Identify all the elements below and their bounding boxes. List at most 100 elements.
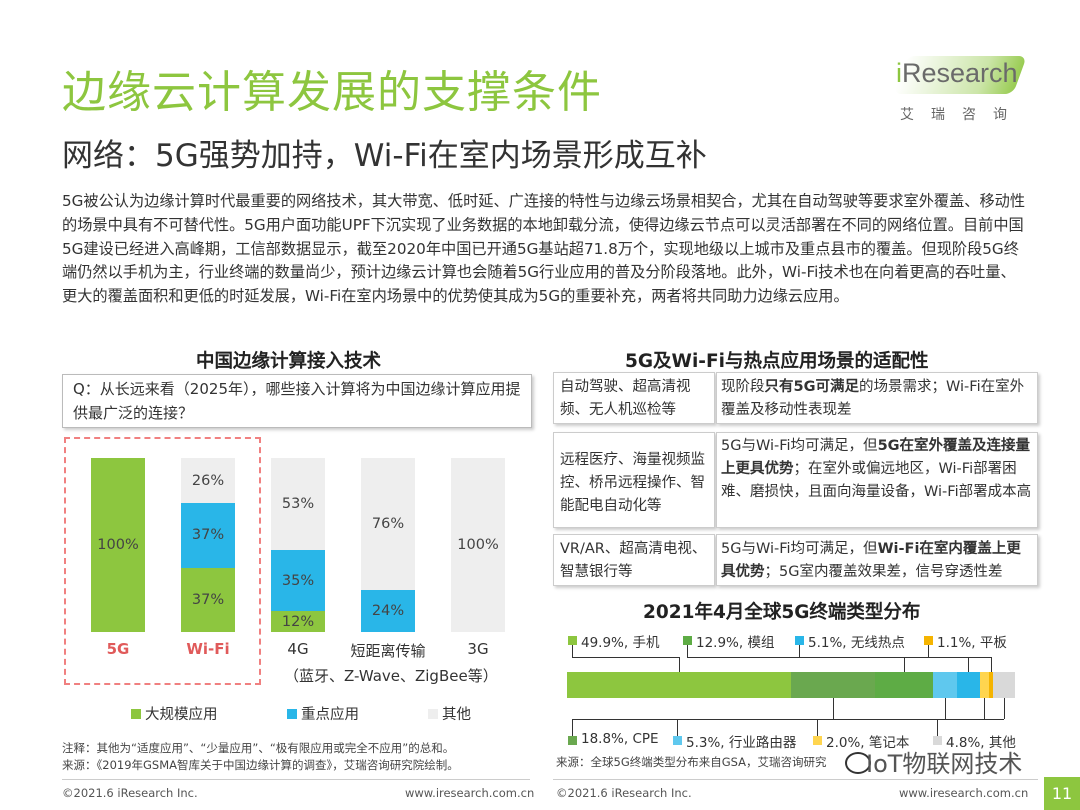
legend-label-large: 大规模应用 [145, 707, 218, 723]
dist-legend-swatch-CPE [568, 736, 577, 745]
dist-leader-v-手机 [678, 657, 680, 672]
category-sublabel-4g: （蓝牙、Z-Wave、ZigBee等） [284, 667, 498, 685]
category-label-1: Wi-Fi [186, 640, 230, 658]
logo-research: Research [902, 58, 1018, 88]
scenario-box-1 [553, 372, 715, 424]
dist-leader-v-行业路由器 [944, 698, 946, 719]
dist-leader-v-笔记本 [984, 698, 986, 719]
adaptability-box-2 [716, 432, 1038, 528]
dist-leader-v-无线热点 [968, 657, 970, 672]
dist-segment-无线热点 [956, 672, 980, 698]
bar-1-大规模应用: 37% [181, 567, 235, 632]
logo-chinese: 艾瑞咨询 [900, 107, 1024, 123]
adapt-1-post: 的场景需求；Wi-Fi在室外覆盖及移动性表现差 [721, 379, 1025, 418]
dist-leader-v-模组 [904, 657, 905, 672]
dist-segment-CPE [790, 672, 876, 698]
dist-leader-手机 [572, 645, 573, 657]
dist-segment-平板 [988, 672, 994, 698]
highlight-dashed-box [64, 437, 261, 685]
dist-label-平板: 1.1%, 平板 [937, 635, 1007, 651]
source-line: 来源：《2019年GSMA智库关于中国边缘计算的调查》，艾瑞咨询研究院绘制。 [62, 758, 459, 772]
scenario-text-3: VR/AR、超高清电视、智慧银行等 [560, 541, 707, 580]
dist-legend-swatch-无线热点 [795, 636, 804, 645]
adapt-3-pre: 5G与Wi-Fi均可满足，但 [721, 541, 878, 557]
page-number: 11 [1044, 777, 1080, 810]
dist-leader-h-平板 [928, 657, 991, 658]
iresearch-logo: iResearch [896, 58, 1018, 89]
page-title: 边缘云计算发展的支撑条件 [62, 67, 602, 118]
dist-label-CPE: 18.8%, CPE [581, 731, 659, 747]
bar-0-大规模应用: 100% [91, 458, 145, 632]
dist-leader-h-其他 [937, 719, 1005, 720]
right-section-title: 5G及Wi-Fi与热点应用场景的适配性 [625, 351, 929, 372]
dist-leader-h-模组 [687, 657, 904, 658]
terminal-distribution-chart: 49.9%, 手机 12.9%, 模组 5.1%, 无线热点 1.1%, 平板 18.8… [567, 635, 1016, 751]
dist-legend-swatch-模组 [683, 636, 692, 645]
dist-leader-h-笔记本 [817, 719, 985, 720]
dist-label-模组: 12.9%, 模组 [696, 635, 775, 651]
dist-label-笔记本: 2.0%, 笔记本 [826, 735, 910, 751]
legend-label-key: 重点应用 [301, 707, 359, 723]
category-label-0: 5G [106, 640, 130, 658]
footer-copyright-left: ©2021.6 iResearch Inc. [62, 786, 198, 800]
dist-leader-笔记本 [817, 719, 818, 736]
dist-leader-CPE [572, 719, 573, 736]
dist-leader-平板 [928, 645, 929, 657]
adapt-2-bold: 5G在室外覆盖及连接量上更具优势 [721, 438, 1031, 477]
dist-leader-其他 [937, 719, 938, 736]
category-label-4: 3G [467, 640, 489, 658]
dist-leader-v-平板 [991, 657, 992, 672]
scenario-text-1: 自动驾驶、超高清视频、无人机巡检等 [560, 379, 691, 418]
category-label-2: 4G [287, 640, 309, 658]
bar-3-其他: 76% [361, 458, 415, 591]
legend-label-other: 其他 [442, 707, 471, 723]
bar-1-重点应用: 37% [181, 503, 235, 568]
adaptability-text-1: 现阶段只有5G可满足的场景需求；Wi-Fi在室外覆盖及移动性表现差 [721, 376, 1033, 422]
question-box: Q：从长远来看（2025年），哪些接入计算将为中国边缘计算应用提供最广泛的连接？ [62, 374, 532, 428]
bar-2-其他: 53% [271, 458, 325, 551]
scenario-box-2 [553, 432, 715, 528]
footer-url-left: www.iresearch.com.cn [405, 786, 535, 800]
adapt-3-bold: Wi-Fi在室内覆盖上更具优势 [721, 541, 1021, 580]
bar-2-大规模应用: 12% [271, 611, 325, 632]
dist-legend-swatch-手机 [568, 636, 577, 645]
adaptability-text-2: 5G与Wi-Fi均可满足，但5G在室外覆盖及连接量上更具优势；在室外或偏远地区，… [721, 435, 1033, 504]
distribution-source: 来源：全球5G终端类型分布来自GSA，艾瑞咨询研究 [556, 755, 827, 769]
wechat-icon [845, 752, 871, 774]
footer-divider-right [553, 779, 1038, 780]
bar-2-重点应用: 35% [271, 550, 325, 612]
left-section-title: 中国边缘计算接入技术 [196, 351, 382, 372]
dist-leader-h-行业路由器 [677, 719, 945, 720]
legend-swatch-key [287, 709, 297, 719]
dist-leader-v-CPE [832, 698, 834, 719]
dist-segment-其他 [993, 672, 1015, 698]
page-subtitle: 网络：5G强势加持，Wi-Fi在室内场景形成互补 [62, 138, 707, 174]
dist-label-其他: 4.8%, 其他 [946, 735, 1016, 751]
note-line: 注释：其他为“适度应用”、“少量应用”、“极有限应用或完全不应用”的总和。 [62, 741, 455, 755]
access-tech-chart: 100% 5G 37% 37% 26% Wi-Fi 12% 35% 53% 4G 24% 76% 短距离… [0, 0, 540, 700]
dist-label-手机: 49.9%, 手机 [581, 635, 660, 651]
adaptability-box-3 [716, 534, 1038, 586]
dist-leader-模组 [687, 645, 688, 657]
adapt-2-post: ；在室外或偏远地区，Wi-Fi部署困难、磨损快，且面向海量设备，Wi-Fi部署成… [721, 461, 1032, 500]
adaptability-box-1 [716, 372, 1038, 424]
scenario-text-2: 远程医疗、海量视频监控、桥吊远程操作、智能配电自动化等 [560, 452, 705, 514]
dist-leader-v-其他 [1004, 698, 1006, 719]
legend-swatch-large [131, 709, 141, 719]
footer-divider-left [62, 779, 530, 780]
dist-legend-swatch-行业路由器 [673, 736, 682, 745]
bar-3-重点应用: 24% [361, 590, 415, 632]
dist-segment-手机 [567, 672, 791, 698]
dist-leader-无线热点 [799, 645, 800, 657]
distribution-title: 2021年4月全球5G终端类型分布 [643, 602, 921, 623]
dist-legend-swatch-平板 [924, 636, 933, 645]
footer-copyright-right: ©2021.6 iResearch Inc. [556, 786, 692, 800]
logo-i: i [896, 58, 902, 88]
legend-swatch-other [428, 709, 438, 719]
dist-segment-模组 [875, 672, 933, 698]
adapt-1-bold: 只有5G可满足 [764, 379, 860, 395]
adapt-2-pre: 5G与Wi-Fi均可满足，但 [721, 438, 878, 454]
dist-label-无线热点: 5.1%, 无线热点 [808, 635, 905, 651]
dist-segment-行业路由器 [932, 672, 957, 698]
intro-paragraph: 5G被公认为边缘计算时代最重要的网络技术，其大带宽、低时延、广连接的特性与边缘云… [62, 192, 1026, 306]
